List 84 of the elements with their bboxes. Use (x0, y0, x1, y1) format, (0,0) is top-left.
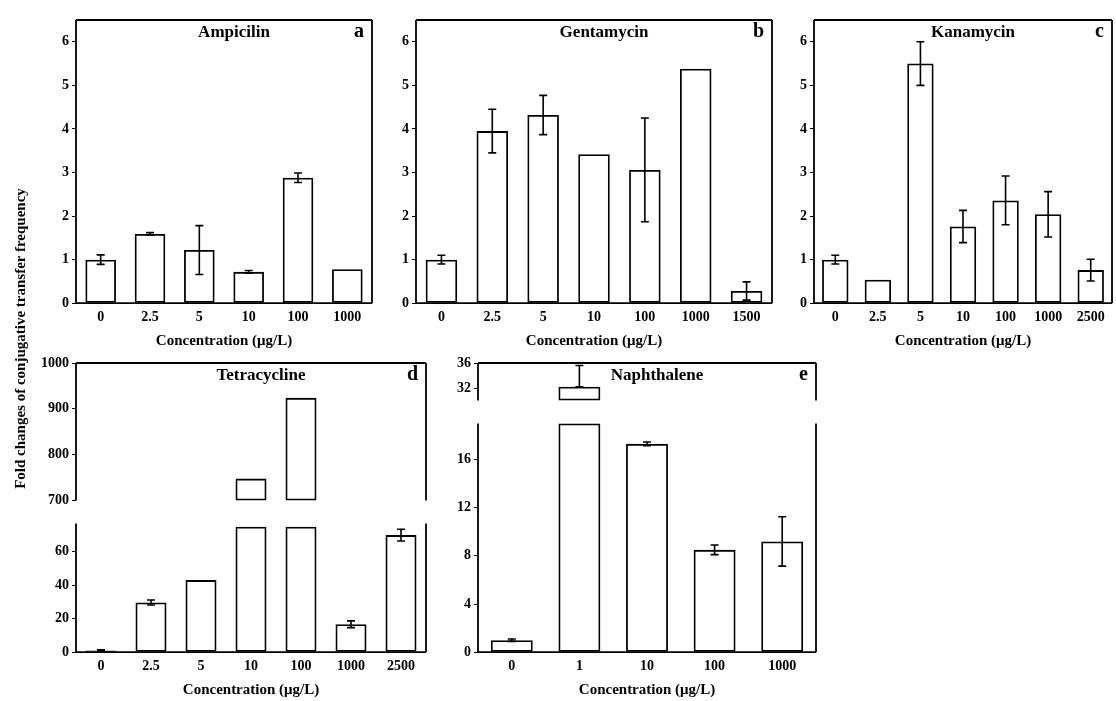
y-tick-label: 60 (55, 543, 69, 559)
y-tick-label: 32 (457, 379, 471, 395)
y-tick-label: 0 (402, 294, 409, 310)
x-tick-label: 100 (704, 658, 726, 674)
chart-title: Ampicilin (198, 21, 271, 41)
x-tick-label: 1000 (768, 658, 797, 674)
x-tick-label: 2.5 (141, 309, 159, 325)
x-tick-label: 2.5 (869, 309, 887, 325)
x-tick-label: 100 (634, 309, 656, 325)
y-tick-label: 12 (457, 499, 471, 515)
y-tick-label: 0 (800, 294, 807, 310)
x-tick-label: 0 (97, 658, 105, 674)
x-tick-label: 1000 (681, 309, 710, 325)
chart-title: Tetracycline (216, 364, 306, 384)
y-tick-label: 4 (464, 595, 471, 611)
x-tick-label: 5 (916, 309, 924, 325)
y-tick-label: 0 (464, 643, 471, 659)
chart-title: Naphthalene (610, 364, 704, 384)
x-tick-label: 5 (197, 658, 205, 674)
x-tick-label: 10 (241, 309, 256, 325)
y-tick-label: 36 (457, 354, 471, 370)
x-tick-label: 0 (97, 309, 105, 325)
y-tick-label: 1000 (41, 354, 69, 370)
x-tick-label: 1000 (1034, 309, 1063, 325)
x-tick-label: 1000 (333, 309, 362, 325)
annotation: b (752, 19, 764, 42)
x-tick-label: 1 (575, 658, 583, 674)
y-tick-label: 1 (402, 251, 409, 267)
x-tick-label: 5 (195, 309, 203, 325)
x-axis-title: Concentration (μg/L) (578, 680, 716, 698)
x-tick-label: 10 (244, 658, 258, 674)
x-tick-label: 2.5 (483, 309, 502, 325)
y-tick-label: 20 (55, 610, 69, 626)
y-tick-label: 5 (402, 76, 409, 92)
x-tick-label: 0 (831, 309, 839, 325)
y-tick-label: 0 (62, 643, 69, 659)
y-tick-label: 6 (62, 33, 69, 49)
y-tick-label: 0 (62, 294, 69, 310)
y-tick-label: 4 (62, 120, 69, 136)
y-tick-label: 2 (402, 207, 409, 223)
x-tick-label: 1000 (337, 658, 365, 674)
y-tick-label: 700 (48, 492, 69, 508)
y-tick-label: 6 (800, 33, 807, 49)
x-tick-label: 0 (508, 658, 516, 674)
x-tick-label: 100 (995, 309, 1017, 325)
y-tick-label: 4 (402, 120, 409, 136)
annotation: e (799, 362, 809, 385)
y-tick-label: 1 (62, 251, 69, 267)
y-tick-label: 800 (48, 446, 69, 462)
y-tick-label: 3 (800, 164, 807, 180)
x-axis-title: Concentration (μg/L) (525, 331, 663, 349)
x-tick-label: 2500 (387, 658, 415, 674)
y-tick-label: 6 (402, 33, 409, 49)
y-tick-label: 3 (402, 164, 409, 180)
x-axis-title: Concentration (μg/L) (182, 680, 320, 698)
x-tick-label: 2500 (1076, 309, 1105, 325)
y-tick-label: 2 (62, 207, 69, 223)
y-tick-label: 1 (800, 251, 807, 267)
x-tick-label: 10 (640, 658, 654, 674)
x-tick-label: 1500 (732, 309, 761, 325)
y-tick-label: 5 (62, 76, 69, 92)
annotation: d (406, 362, 418, 385)
x-tick-label: 5 (539, 309, 547, 325)
y-tick-label: 4 (800, 120, 807, 136)
y-tick-label: 5 (800, 76, 807, 92)
x-axis-title: Concentration (μg/L) (894, 331, 1032, 349)
x-tick-label: 10 (587, 309, 601, 325)
chart-title: Kanamycin (930, 21, 1016, 41)
x-tick-label: 2.5 (142, 658, 160, 674)
x-tick-label: 100 (290, 658, 312, 674)
x-axis-title: Concentration (μg/L) (155, 331, 293, 349)
y-tick-label: 16 (457, 451, 471, 467)
y-tick-label: 40 (55, 576, 69, 592)
y-tick-label: 8 (464, 547, 471, 563)
annotation: a (354, 19, 364, 42)
x-tick-label: 100 (287, 309, 309, 325)
x-tick-label: 10 (956, 309, 970, 325)
x-tick-label: 0 (437, 309, 445, 325)
y-tick-label: 900 (48, 400, 69, 416)
chart-title: Gentamycin (559, 21, 649, 41)
annotation: c (1095, 19, 1105, 42)
y-axis-title: Fold changes of conjugative transfer frequency (11, 187, 29, 491)
y-tick-label: 2 (800, 207, 807, 223)
y-tick-label: 3 (62, 164, 69, 180)
